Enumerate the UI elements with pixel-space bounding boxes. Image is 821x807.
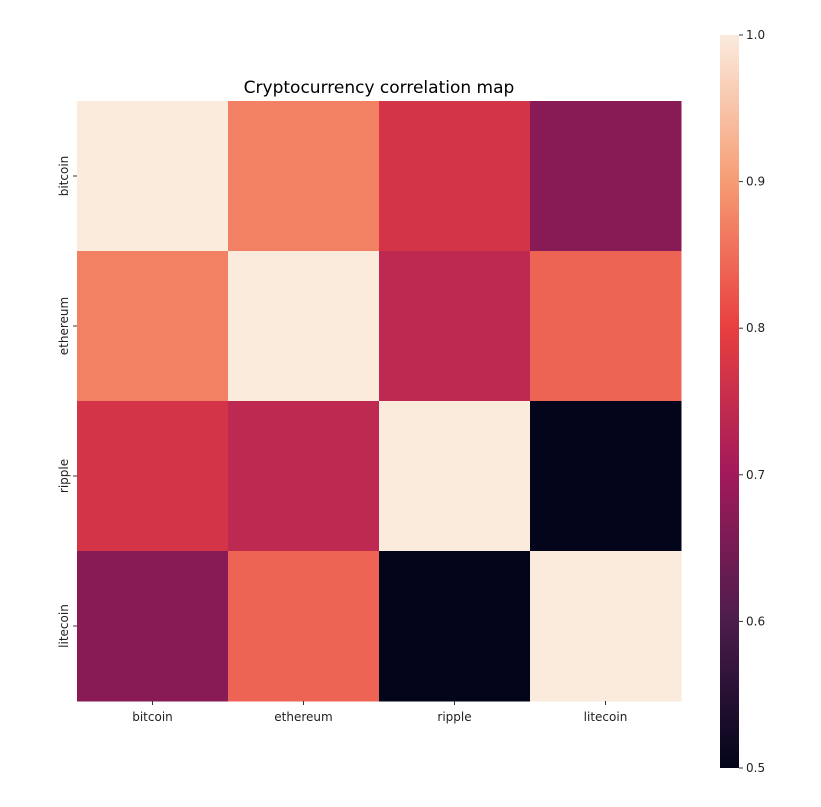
y-tick-label-ethereum: ethereum [57, 297, 71, 355]
colorbar-tick-label-0.9: 0.9 [746, 175, 765, 189]
heatmap-cell-litecoin-bitcoin [77, 551, 229, 702]
heatmap-cell-litecoin-ethereum [228, 551, 380, 702]
x-tick-label-ripple: ripple [437, 710, 471, 724]
heatmap-cell-bitcoin-ripple [379, 101, 531, 252]
heatmap-cell-ripple-bitcoin [77, 401, 229, 552]
colorbar-tick-label-0.6: 0.6 [746, 614, 765, 628]
heatmap-cell-ethereum-bitcoin [77, 251, 229, 402]
y-tick-label-bitcoin: bitcoin [57, 156, 71, 197]
x-tick-label-bitcoin: bitcoin [132, 710, 173, 724]
x-tick-label-litecoin: litecoin [584, 710, 628, 724]
colorbar-tick-label-0.7: 0.7 [746, 468, 765, 482]
heatmap-cell-ethereum-ethereum [228, 251, 380, 402]
heatmap-cell-ethereum-ripple [379, 251, 531, 402]
heatmap-cell-bitcoin-ethereum [228, 101, 380, 252]
colorbar [720, 35, 739, 768]
chart-title: Cryptocurrency correlation map [244, 78, 515, 98]
colorbar-tick-label-0.8: 0.8 [746, 321, 765, 335]
heatmap-cell-ethereum-litecoin [530, 251, 682, 402]
y-tick-label-ripple: ripple [57, 459, 71, 493]
y-tick-label-litecoin: litecoin [57, 604, 71, 648]
heatmap-cell-ripple-ripple [379, 401, 531, 552]
heatmap-cell-litecoin-ripple [379, 551, 531, 702]
heatmap-cell-ripple-litecoin [530, 401, 682, 552]
heatmap-cell-ripple-ethereum [228, 401, 380, 552]
heatmap-cell-bitcoin-bitcoin [77, 101, 229, 252]
colorbar-tick-label-0.5: 0.5 [746, 761, 765, 775]
x-tick-label-ethereum: ethereum [274, 710, 332, 724]
colorbar-tick-label-1.0: 1.0 [746, 28, 765, 42]
heatmap-cell-litecoin-litecoin [530, 551, 682, 702]
heatmap-cell-bitcoin-litecoin [530, 101, 682, 252]
